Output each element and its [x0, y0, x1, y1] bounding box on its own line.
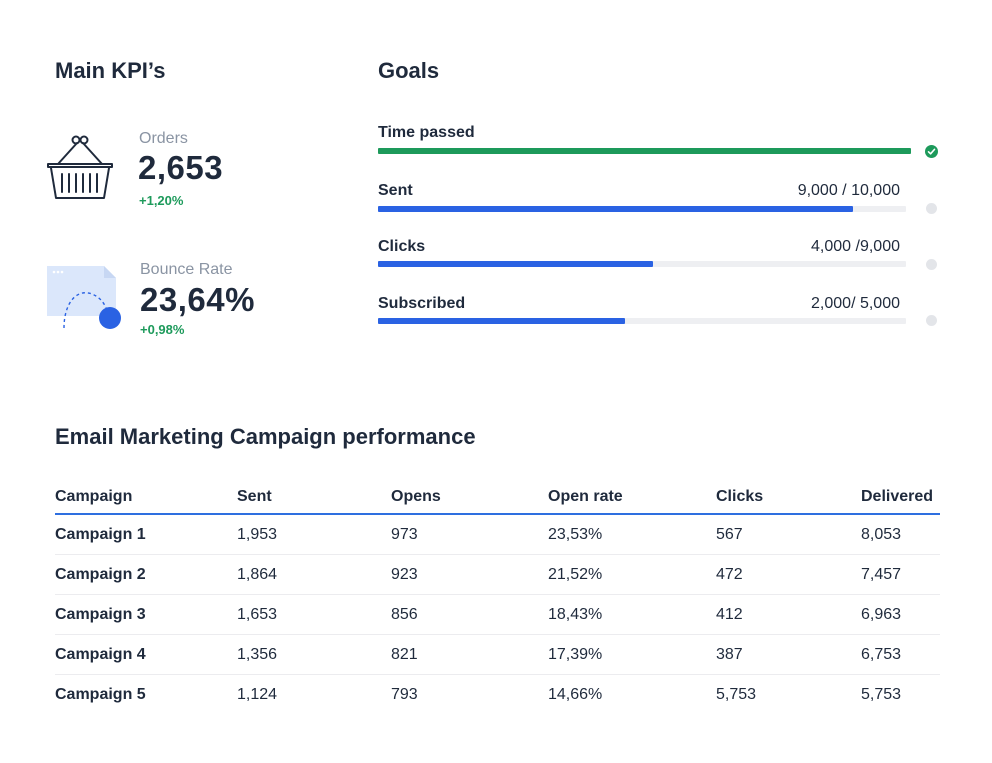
table-cell: 14,66% — [548, 685, 603, 703]
goal-label: Subscribed — [378, 295, 466, 312]
table-cell: 856 — [391, 605, 418, 623]
table-cell: 1,124 — [237, 685, 278, 703]
status-dot — [926, 203, 937, 214]
bounce-label: Bounce Rate — [140, 261, 233, 278]
goal-progress-fill — [378, 318, 626, 324]
table-cell: 793 — [391, 685, 418, 703]
table-cell: Campaign 2 — [55, 565, 146, 583]
goal-label: Sent — [378, 182, 413, 199]
goal-value: 2,000/ 5,000 — [811, 295, 900, 312]
goal-progress-track — [378, 261, 906, 267]
table-row: Campaign 5 1,124 793 14,66% 5,753 5,753 — [55, 675, 940, 715]
table-cell: 7,457 — [861, 565, 902, 583]
orders-delta: +1,20% — [139, 193, 184, 208]
shopping-basket-icon — [46, 134, 114, 204]
table-cell: Campaign 3 — [55, 605, 146, 623]
table-cell: 1,864 — [237, 565, 278, 583]
table-cell: 1,356 — [237, 645, 278, 663]
column-header: Opens — [391, 487, 441, 505]
column-header: Sent — [237, 487, 272, 505]
goal-value: 9,000 / 10,000 — [797, 182, 900, 199]
table-cell: 1,653 — [237, 605, 278, 623]
orders-value: 2,653 — [138, 149, 224, 186]
goal-progress-fill — [378, 261, 653, 267]
goal-progress-track — [378, 206, 906, 212]
table-cell: 567 — [716, 525, 743, 543]
table-cell: 8,053 — [861, 525, 902, 543]
table-cell: 923 — [391, 565, 418, 583]
goal-progress-fill — [378, 148, 911, 154]
table-cell: 412 — [716, 605, 743, 623]
table-title: Email Marketing Campaign performance — [55, 424, 476, 449]
table-cell: 973 — [391, 525, 418, 543]
table-cell: 472 — [716, 565, 743, 583]
table-cell: 1,953 — [237, 525, 278, 543]
table-cell: 23,53% — [548, 525, 603, 543]
goals-title: Goals — [378, 58, 440, 83]
column-header: Campaign — [55, 487, 133, 505]
column-header: Clicks — [716, 487, 764, 505]
bounce-value: 23,64% — [140, 281, 255, 318]
table-cell: 5,753 — [716, 685, 757, 703]
table-cell: 6,753 — [861, 645, 902, 663]
table-cell: 5,753 — [861, 685, 902, 703]
column-header: Open rate — [548, 487, 623, 505]
bounce-delta: +0,98% — [140, 322, 185, 337]
goal-progress-fill — [378, 206, 854, 212]
campaign-table: Campaign Sent Opens Open rate Clicks Del… — [55, 480, 940, 714]
status-dot — [926, 315, 937, 326]
table-row: Campaign 4 1,356 821 17,39% 387 6,753 — [55, 635, 940, 675]
goal-label: Clicks — [378, 238, 426, 255]
check-circle-icon — [925, 145, 938, 158]
goal-label: Time passed — [378, 124, 475, 141]
table-cell: 6,963 — [861, 605, 902, 623]
table-cell: Campaign 5 — [55, 685, 146, 703]
kpi-title: Main KPI’s — [55, 58, 166, 83]
column-header: Delivered — [861, 487, 934, 505]
table-header-row: Campaign Sent Opens Open rate Clicks Del… — [55, 480, 940, 514]
table-row: Campaign 2 1,864 923 21,52% 472 7,457 — [55, 555, 940, 595]
table-cell: Campaign 4 — [55, 645, 146, 663]
goal-progress-track — [378, 148, 911, 154]
table-row: Campaign 1 1,953 973 23,53% 567 8,053 — [55, 514, 940, 555]
table-cell: Campaign 1 — [55, 525, 146, 543]
goal-value: 4,000 /9,000 — [811, 238, 900, 255]
orders-label: Orders — [139, 130, 188, 147]
bounce-page-icon — [46, 264, 126, 334]
table-cell: 387 — [716, 645, 743, 663]
status-dot — [926, 259, 937, 270]
table-cell: 21,52% — [548, 565, 603, 583]
table-cell: 821 — [391, 645, 418, 663]
table-row: Campaign 3 1,653 856 18,43% 412 6,963 — [55, 595, 940, 635]
table-cell: 17,39% — [548, 645, 603, 663]
table-cell: 18,43% — [548, 605, 603, 623]
goal-progress-track — [378, 318, 906, 324]
